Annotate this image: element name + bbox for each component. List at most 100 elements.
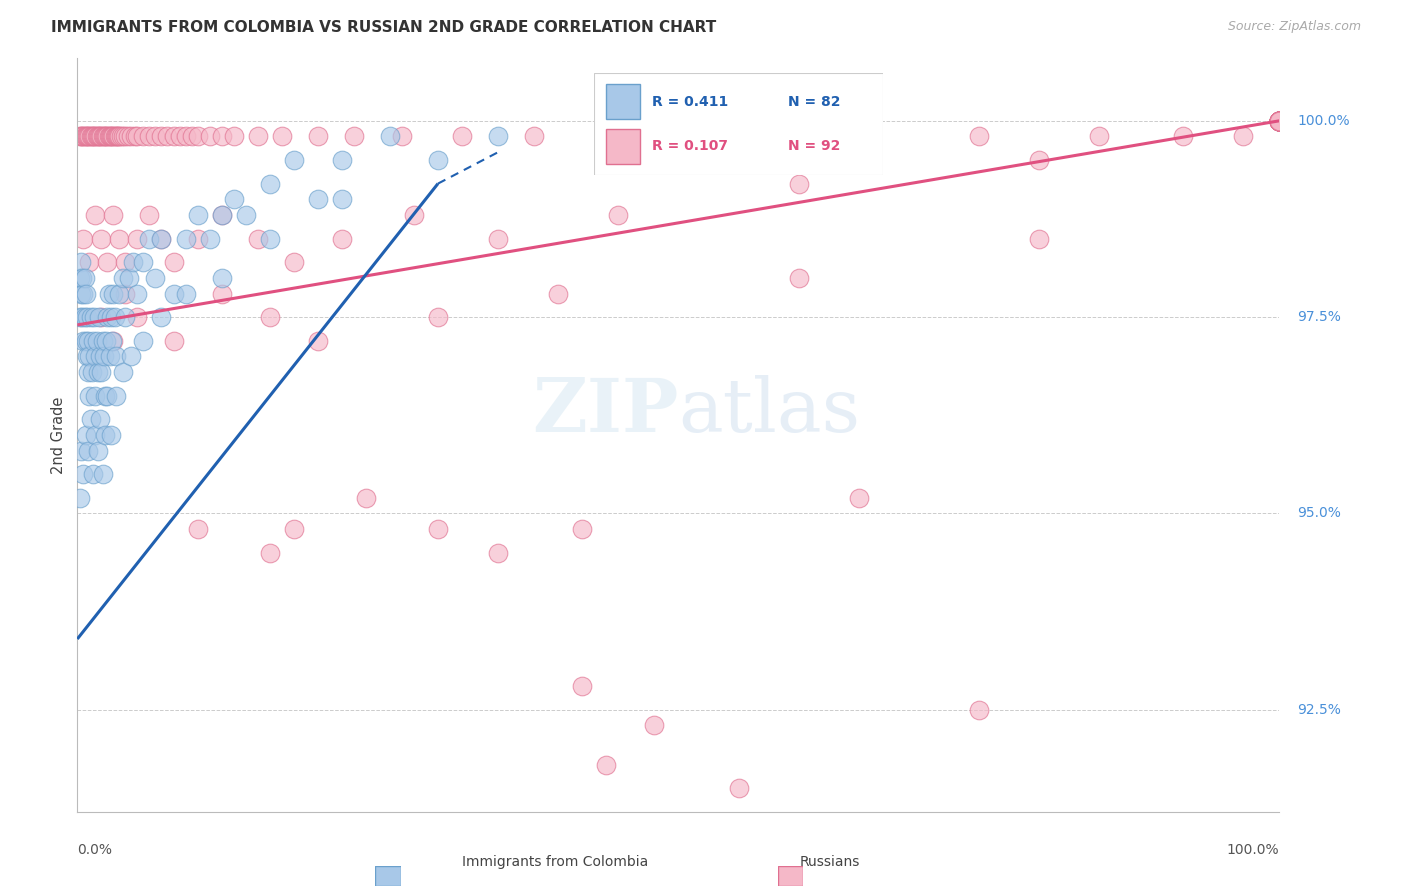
Point	[94, 129, 117, 144]
Point	[787, 270, 810, 285]
Point	[90, 231, 112, 245]
Point	[307, 129, 329, 144]
Point	[114, 310, 136, 324]
Point	[127, 310, 149, 324]
Point	[77, 334, 100, 348]
Point	[1268, 113, 1291, 128]
Point	[89, 129, 111, 144]
Point	[75, 334, 97, 348]
Point	[70, 443, 93, 458]
Point	[162, 286, 184, 301]
Point	[90, 365, 112, 379]
Point	[186, 231, 209, 245]
Text: 100.0%: 100.0%	[1298, 114, 1350, 128]
Point	[104, 129, 127, 144]
Text: ZIP: ZIP	[531, 375, 679, 448]
Point	[343, 129, 366, 144]
Point	[127, 129, 149, 144]
Point	[607, 208, 630, 222]
Point	[162, 129, 184, 144]
Point	[150, 310, 173, 324]
Point	[96, 255, 118, 269]
Point	[108, 231, 131, 245]
Point	[486, 129, 509, 144]
Point	[174, 286, 197, 301]
Text: IMMIGRANTS FROM COLOMBIA VS RUSSIAN 2ND GRADE CORRELATION CHART: IMMIGRANTS FROM COLOMBIA VS RUSSIAN 2ND …	[51, 20, 716, 35]
Point	[114, 286, 136, 301]
Point	[70, 310, 93, 324]
Point	[103, 208, 125, 222]
Point	[103, 334, 125, 348]
Point	[124, 129, 146, 144]
Point	[69, 129, 91, 144]
Point	[246, 129, 269, 144]
Point	[87, 129, 110, 144]
Point	[103, 129, 125, 144]
Point	[82, 334, 104, 348]
Point	[211, 129, 233, 144]
Point	[69, 270, 91, 285]
Point	[75, 428, 97, 442]
Point	[1268, 113, 1291, 128]
Point	[162, 334, 184, 348]
Point	[259, 177, 281, 191]
Point	[402, 208, 425, 222]
Point	[1268, 113, 1291, 128]
Point	[96, 129, 118, 144]
Point	[198, 129, 221, 144]
Point	[80, 365, 103, 379]
Point	[150, 231, 173, 245]
Point	[101, 334, 124, 348]
Point	[87, 365, 110, 379]
Point	[222, 192, 245, 206]
Point	[79, 310, 101, 324]
Point	[259, 310, 281, 324]
Point	[97, 286, 120, 301]
Point	[89, 349, 111, 363]
Point	[307, 334, 329, 348]
Point	[79, 255, 101, 269]
Point	[1268, 113, 1291, 128]
Point	[111, 270, 134, 285]
Y-axis label: 2nd Grade: 2nd Grade	[51, 396, 66, 474]
Point	[98, 129, 121, 144]
Point	[89, 412, 111, 426]
Point	[138, 129, 160, 144]
Point	[150, 129, 173, 144]
Point	[82, 467, 104, 482]
Point	[94, 388, 117, 402]
Point	[86, 334, 108, 348]
Point	[1268, 113, 1291, 128]
Point	[186, 208, 209, 222]
Point	[1028, 153, 1050, 167]
Point	[73, 270, 96, 285]
Point	[70, 270, 93, 285]
Point	[174, 129, 197, 144]
Point	[79, 388, 101, 402]
Point	[211, 208, 233, 222]
Point	[84, 208, 107, 222]
Point	[283, 522, 305, 536]
Point	[378, 129, 401, 144]
Point	[103, 286, 125, 301]
Text: 97.5%: 97.5%	[1298, 310, 1341, 324]
Point	[427, 310, 450, 324]
Point	[145, 270, 167, 285]
Point	[100, 310, 122, 324]
Point	[84, 129, 107, 144]
Point	[1268, 113, 1291, 128]
Point	[127, 231, 149, 245]
Point	[83, 310, 105, 324]
Point	[79, 129, 101, 144]
Text: 92.5%: 92.5%	[1298, 703, 1341, 716]
Point	[727, 781, 749, 796]
Point	[94, 428, 117, 442]
Point	[96, 310, 118, 324]
Point	[75, 129, 97, 144]
Point	[72, 467, 94, 482]
Point	[73, 310, 96, 324]
Point	[1268, 113, 1291, 128]
Point	[87, 443, 110, 458]
Point	[1268, 113, 1291, 128]
Point	[79, 349, 101, 363]
